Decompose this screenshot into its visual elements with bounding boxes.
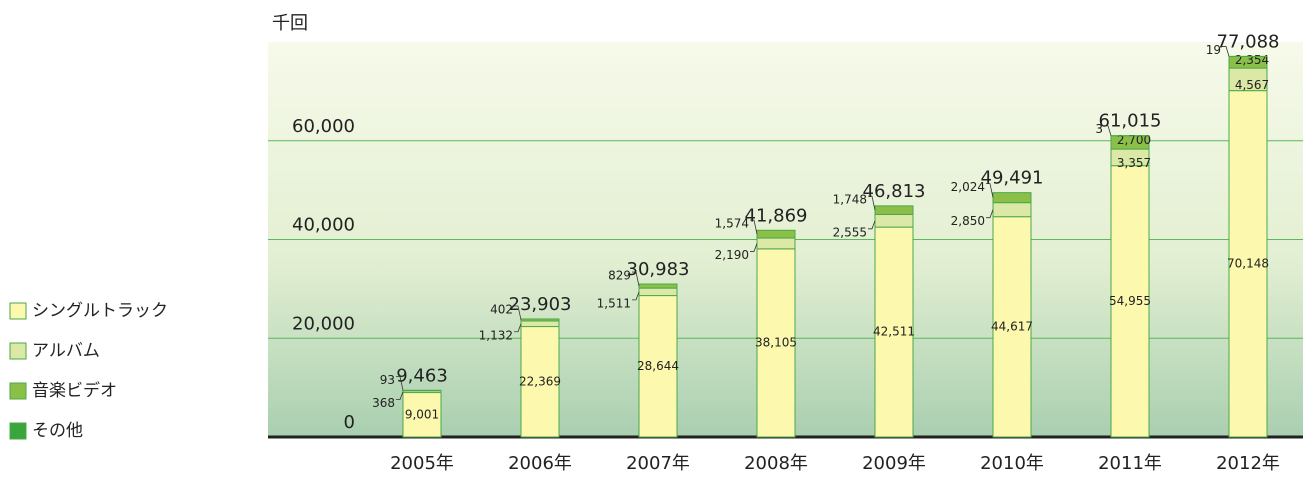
legend-label: 音楽ビデオ — [32, 380, 117, 401]
legend-label: その他 — [32, 421, 83, 441]
bar-segment — [639, 288, 677, 295]
y-tick-label: 60,000 — [292, 116, 355, 137]
segment-label: 70,148 — [1227, 256, 1269, 270]
segment-label: 1,511 — [597, 296, 631, 310]
x-tick-label: 2009年 — [862, 453, 926, 474]
segment-label: 2,555 — [833, 225, 867, 239]
segment-label: 2,190 — [715, 248, 749, 262]
x-tick-label: 2008年 — [744, 453, 808, 474]
x-tick-label: 2006年 — [508, 453, 572, 474]
legend-label: シングルトラック — [32, 301, 168, 321]
total-label: 46,813 — [863, 181, 926, 202]
bar-segment — [757, 230, 795, 238]
segment-label: 28,644 — [637, 359, 679, 373]
legend-swatch — [10, 423, 26, 439]
segment-label: 93 — [380, 373, 395, 387]
legend-swatch — [10, 383, 26, 399]
x-tick-label: 2005年 — [390, 453, 454, 474]
total-label: 61,015 — [1099, 111, 1162, 132]
x-tick-label: 2010年 — [980, 453, 1044, 474]
bar-segment — [757, 238, 795, 249]
segment-label: 368 — [372, 396, 395, 410]
total-label: 49,491 — [981, 168, 1044, 189]
legend-label: アルバム — [32, 341, 100, 361]
x-tick-label: 2012年 — [1216, 453, 1280, 474]
segment-label: 2,354 — [1235, 53, 1269, 67]
total-label: 9,463 — [396, 365, 448, 386]
segment-label: 44,617 — [991, 319, 1033, 333]
segment-label: 42,511 — [873, 325, 915, 339]
y-tick-label: 0 — [344, 412, 355, 433]
segment-label: 9,001 — [405, 407, 439, 421]
x-tick-label: 2011年 — [1098, 453, 1162, 474]
bar-segment — [875, 206, 913, 215]
bar-segment — [993, 203, 1031, 217]
segment-label: 54,955 — [1109, 294, 1151, 308]
legend-swatch — [10, 343, 26, 359]
segment-label: 1,132 — [479, 328, 513, 342]
segment-label: 38,105 — [755, 335, 797, 349]
segment-label: 4,567 — [1235, 78, 1269, 92]
y-tick-label: 40,000 — [292, 215, 355, 236]
segment-label: 2,700 — [1117, 133, 1151, 147]
legend-swatch — [10, 303, 26, 319]
y-tick-label: 20,000 — [292, 313, 355, 334]
total-label: 30,983 — [627, 259, 690, 280]
total-label: 41,869 — [745, 205, 808, 226]
x-tick-label: 2007年 — [626, 453, 690, 474]
bar-segment — [993, 193, 1031, 203]
total-label: 23,903 — [509, 294, 572, 315]
segment-label: 2,850 — [951, 214, 985, 228]
bar-segment — [639, 284, 677, 288]
segment-label: 3,357 — [1117, 156, 1151, 170]
bar-segment — [875, 214, 913, 227]
bar-segment — [521, 319, 559, 321]
total-label: 77,088 — [1217, 31, 1280, 52]
y-unit: 千回 — [272, 13, 308, 34]
bar-segment — [521, 321, 559, 327]
segment-label: 22,369 — [519, 374, 561, 388]
